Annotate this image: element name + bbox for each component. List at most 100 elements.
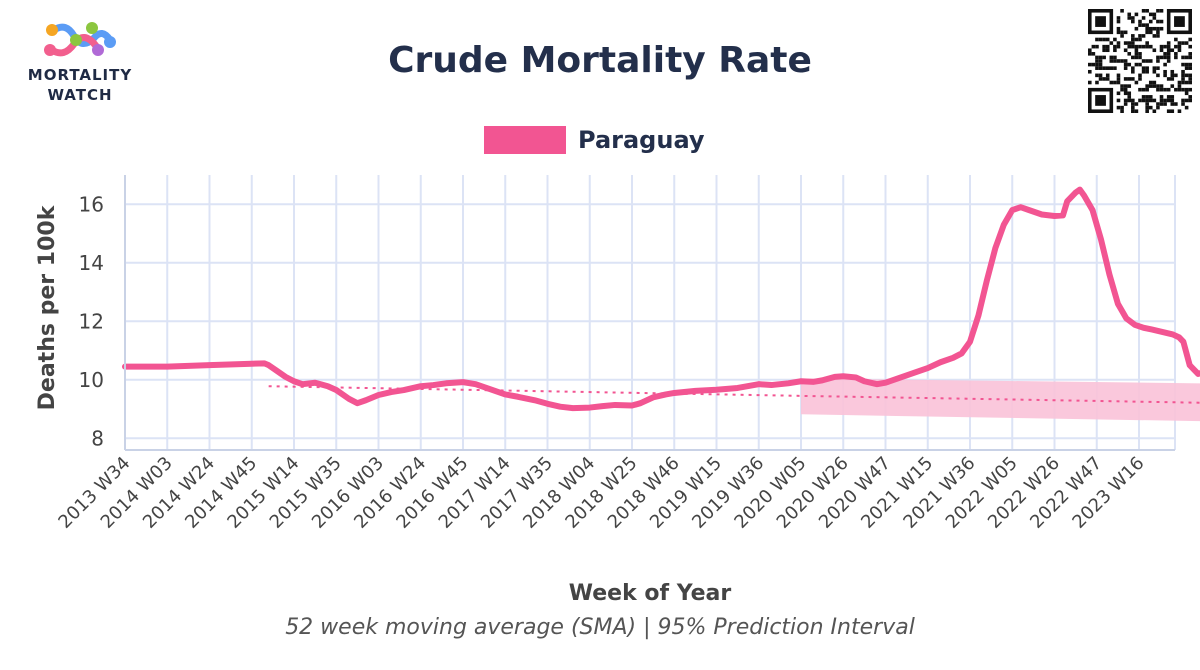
baseline-layer: [268, 385, 1200, 404]
grid-horizontal: [125, 203, 1175, 440]
data-point: [249, 361, 255, 367]
data-point: [312, 380, 318, 386]
data-point: [992, 245, 998, 251]
logo-text-line2: WATCH: [47, 86, 113, 104]
data-point: [984, 277, 990, 283]
data-point: [832, 374, 838, 380]
legend-label-paraguay: Paraguay: [578, 126, 705, 154]
prediction-interval-band: [801, 378, 1200, 422]
data-point: [874, 381, 880, 387]
data-point: [587, 404, 593, 411]
data-point: [325, 383, 331, 389]
data-point: [570, 405, 576, 411]
data-point: [975, 312, 982, 319]
data-point: [363, 397, 369, 403]
data-point: [629, 402, 635, 409]
mortality-watch-logo: MORTALITY WATCH: [14, 18, 146, 110]
data-point: [388, 389, 394, 395]
data-point: [967, 339, 973, 345]
data-point: [1187, 362, 1193, 368]
data-point: [861, 378, 867, 384]
data-point: [274, 368, 280, 374]
data-point: [1176, 334, 1182, 340]
axes-layer: [124, 175, 1175, 451]
data-point: [206, 362, 213, 368]
data-point: [840, 373, 846, 379]
chart-title: Crude Mortality Rate: [388, 40, 812, 81]
data-point: [1077, 187, 1083, 193]
data-point: [1009, 207, 1015, 213]
y-tick-labels: 8 10 12 14 16: [79, 192, 104, 450]
data-point: [599, 403, 606, 409]
series-layer: [122, 186, 1200, 412]
data-point: [354, 400, 360, 406]
data-point: [925, 365, 931, 371]
y-tick-label: 16: [79, 192, 104, 216]
data-point: [1026, 207, 1032, 213]
data-point: [819, 377, 825, 383]
data-point: [950, 355, 956, 361]
data-point: [612, 402, 618, 408]
data-point: [912, 369, 918, 376]
data-point: [785, 380, 791, 386]
y-tick-label: 14: [79, 251, 104, 275]
data-point: [1073, 189, 1079, 196]
data-point: [1064, 198, 1070, 204]
data-point: [1115, 301, 1121, 307]
data-point: [1140, 325, 1146, 331]
data-point: [1161, 329, 1167, 335]
data-point: [637, 400, 644, 406]
data-point: [663, 391, 669, 398]
data-point: [1089, 207, 1096, 213]
data-point: [747, 383, 753, 389]
data-point: [430, 382, 437, 388]
prediction-interval-layer: [801, 378, 1200, 422]
chart-caption: 52 week moving average (SMA) | 95% Predi…: [285, 615, 915, 640]
y-axis-label: Deaths per 100k: [35, 204, 60, 410]
data-point: [798, 378, 804, 384]
data-point: [958, 350, 965, 357]
data-point: [515, 394, 521, 400]
data-point: [1081, 192, 1087, 199]
data-point: [1180, 339, 1186, 345]
data-point: [443, 380, 449, 386]
data-point: [1039, 211, 1045, 218]
legend[interactable]: Paraguay: [484, 124, 705, 156]
legend-swatch-paraguay: [484, 126, 566, 154]
data-point: [164, 364, 170, 370]
y-tick-label: 8: [91, 426, 104, 450]
data-point: [1051, 213, 1058, 219]
data-point: [333, 387, 339, 393]
data-point: [1098, 236, 1104, 242]
y-tick-label: 10: [79, 368, 104, 392]
data-point: [1001, 222, 1007, 228]
data-point: [473, 381, 479, 387]
data-point: [692, 388, 698, 394]
baseline-line: [268, 385, 1200, 404]
data-point: [671, 390, 677, 396]
data-point: [502, 391, 508, 398]
data-point: [261, 360, 268, 367]
data-point: [937, 359, 944, 365]
y-tick-label: 12: [79, 309, 104, 333]
data-point: [346, 396, 352, 402]
data-point: [768, 382, 775, 388]
data-point: [811, 379, 817, 385]
data-point: [291, 378, 297, 384]
data-point: [1123, 315, 1129, 321]
data-point: [282, 374, 289, 380]
x-axis-label: Week of Year: [569, 581, 732, 606]
data-point: [1149, 326, 1155, 333]
data-point: [544, 401, 551, 407]
logo-mark-icon: [44, 22, 116, 57]
data-point: [485, 385, 491, 392]
data-point: [713, 387, 720, 393]
data-point: [756, 381, 762, 387]
data-point: [882, 380, 889, 386]
data-point: [418, 383, 424, 389]
data-point: [650, 394, 656, 400]
data-point: [299, 381, 306, 387]
logo-text-line1: MORTALITY: [27, 66, 133, 84]
